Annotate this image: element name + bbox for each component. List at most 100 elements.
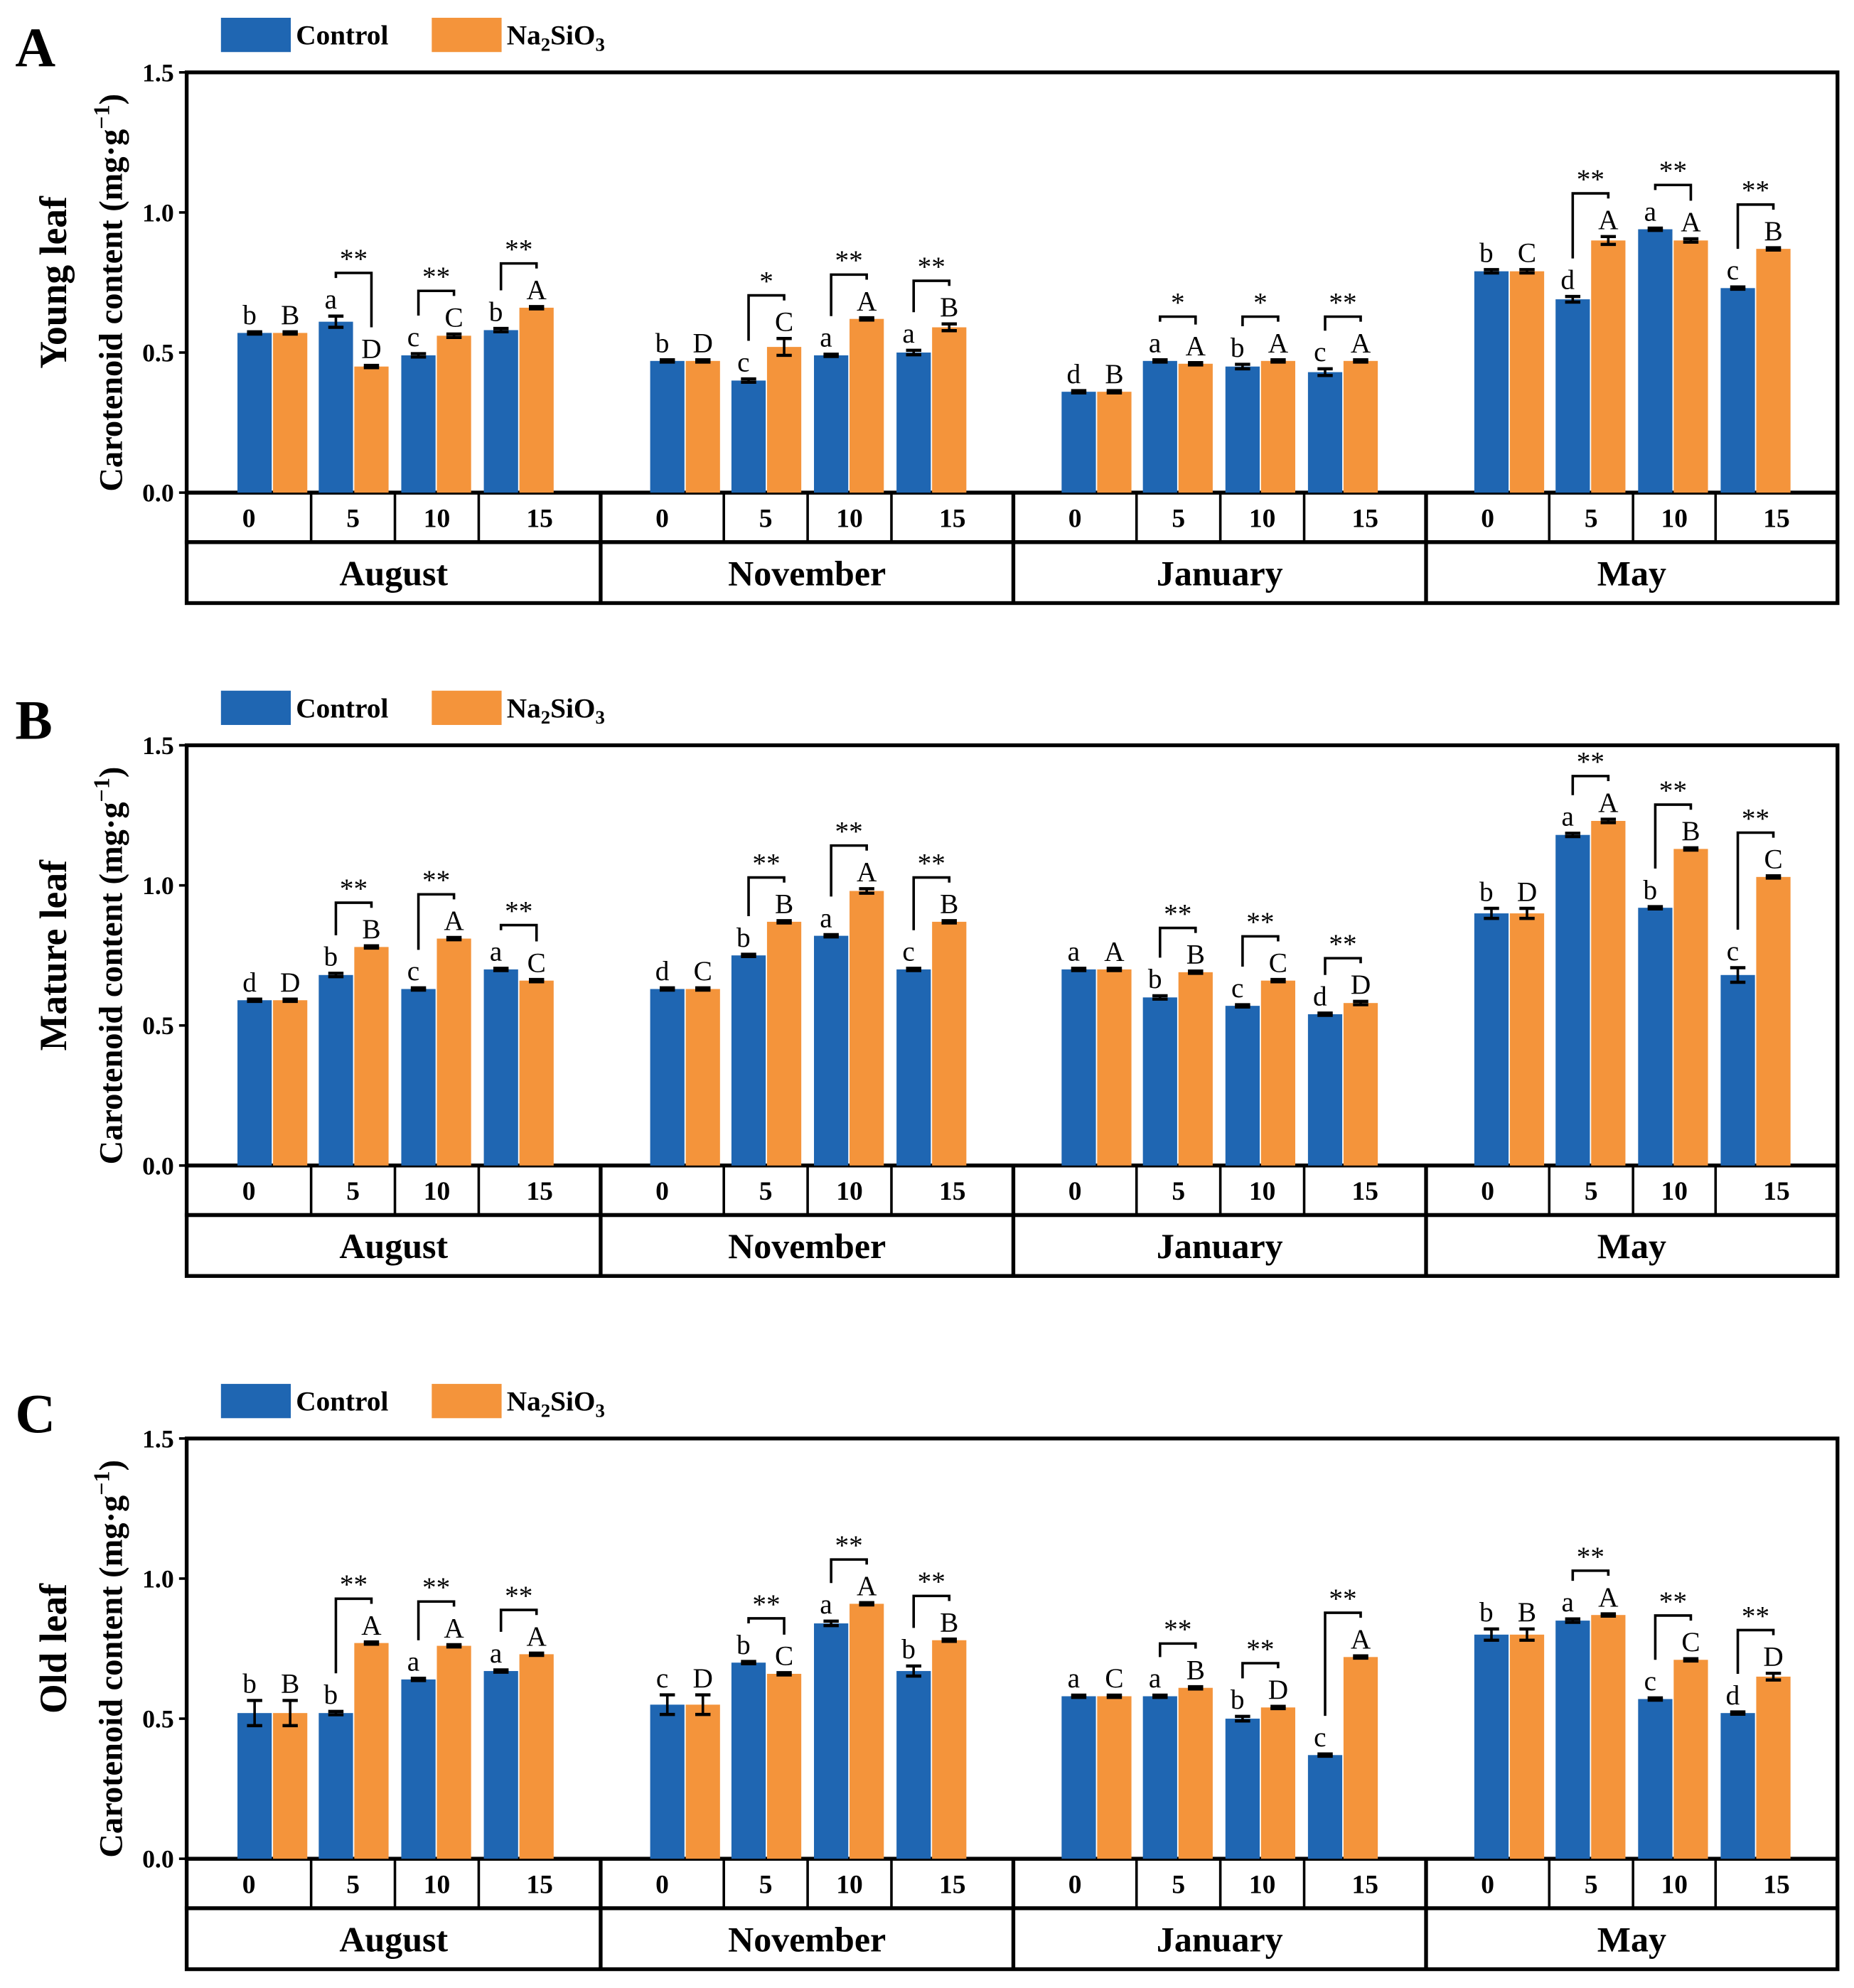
panel-A: A Control Na2SiO3 Young leaf Carotenoid cont… bbox=[15, 16, 1840, 606]
letter-control: c bbox=[407, 322, 419, 353]
letter-control: c bbox=[1727, 936, 1739, 967]
letter-control: d bbox=[1560, 264, 1575, 295]
significance-marker: ** bbox=[1164, 1614, 1191, 1645]
letter-na2sio3: B bbox=[775, 889, 793, 920]
bar-control bbox=[318, 1713, 353, 1859]
bar-control bbox=[483, 1671, 518, 1859]
letter-control: d bbox=[1726, 1680, 1740, 1711]
legend-label-na2sio3: Na2SiO3 bbox=[507, 1387, 605, 1422]
bar-na2sio3 bbox=[932, 921, 967, 1166]
letter-na2sio3: D bbox=[280, 967, 300, 998]
treatment-label: 5 bbox=[1585, 504, 1598, 533]
legend-label-control: Control bbox=[296, 1387, 388, 1417]
significance-bracket bbox=[1241, 315, 1280, 326]
letter-control: b bbox=[655, 328, 670, 359]
letter-control: b bbox=[1479, 238, 1494, 269]
significance-marker: ** bbox=[918, 1567, 945, 1597]
letter-control: a bbox=[820, 323, 832, 353]
month-label: November bbox=[728, 553, 886, 593]
legend: Control Na2SiO3 bbox=[220, 690, 605, 728]
treatment-label: 5 bbox=[759, 1177, 773, 1206]
letter-control: a bbox=[820, 1589, 832, 1620]
letter-na2sio3: A bbox=[444, 906, 464, 936]
month-label: August bbox=[339, 553, 448, 593]
treatment-label: 0 bbox=[1481, 1177, 1494, 1206]
treatment-label: 15 bbox=[1763, 1177, 1789, 1206]
treatment-label: 15 bbox=[1352, 504, 1378, 533]
bar-control bbox=[1307, 372, 1343, 493]
treatment-label: 0 bbox=[655, 504, 669, 533]
significance-marker: ** bbox=[340, 244, 368, 274]
significance-bracket bbox=[1159, 926, 1197, 958]
letter-control: c bbox=[1231, 973, 1243, 1004]
significance-bracket bbox=[912, 279, 951, 313]
bar-na2sio3 bbox=[436, 1645, 471, 1859]
letter-na2sio3: C bbox=[1269, 947, 1287, 978]
bar-control bbox=[1225, 366, 1260, 493]
letter-control: a bbox=[902, 318, 914, 349]
legend-swatch-control bbox=[220, 18, 291, 53]
significance-marker: ** bbox=[918, 252, 945, 282]
significance-marker: ** bbox=[1577, 164, 1604, 195]
bar-control bbox=[1555, 299, 1590, 493]
y-tick-label: 1.0 bbox=[142, 1564, 174, 1593]
bar-na2sio3 bbox=[685, 989, 720, 1166]
significance-bracket bbox=[1241, 1662, 1280, 1679]
bar-na2sio3 bbox=[1343, 1003, 1378, 1166]
treatment-label: 15 bbox=[939, 1177, 966, 1206]
letter-control: c bbox=[1727, 255, 1739, 286]
significance-bracket bbox=[1654, 183, 1693, 201]
treatment-label: 10 bbox=[1249, 1870, 1276, 1899]
letter-control: c bbox=[1644, 1666, 1656, 1697]
significance-marker: ** bbox=[1742, 176, 1769, 206]
significance-marker: ** bbox=[1164, 898, 1191, 929]
bar-na2sio3 bbox=[273, 1000, 308, 1166]
letter-control: a bbox=[1644, 196, 1656, 227]
letter-na2sio3: B bbox=[1681, 816, 1700, 847]
significance-bracket bbox=[912, 876, 951, 930]
bar-control bbox=[731, 1662, 766, 1859]
legend-label-control: Control bbox=[296, 21, 388, 51]
treatment-label: 5 bbox=[1585, 1870, 1598, 1899]
bar-control bbox=[1061, 392, 1096, 493]
legend-label-na2sio3: Na2SiO3 bbox=[507, 21, 605, 55]
significance-bracket bbox=[499, 923, 538, 942]
bar-na2sio3 bbox=[1343, 360, 1378, 493]
significance-bracket bbox=[1736, 1628, 1775, 1675]
bar-control bbox=[814, 935, 849, 1166]
letter-na2sio3: A bbox=[527, 275, 547, 306]
letter-na2sio3: A bbox=[1351, 1624, 1371, 1655]
y-tick-label: 0.5 bbox=[142, 1011, 174, 1040]
bar-control bbox=[1142, 1696, 1177, 1859]
letter-na2sio3: A bbox=[857, 1571, 877, 1601]
bar-control bbox=[814, 355, 849, 493]
bar-na2sio3 bbox=[1260, 1707, 1296, 1859]
significance-marker: ** bbox=[1742, 803, 1769, 834]
treatment-label: 5 bbox=[1172, 504, 1185, 533]
significance-bracket bbox=[747, 1617, 786, 1635]
significance-marker: ** bbox=[340, 1569, 368, 1600]
treatment-label: 10 bbox=[1249, 1177, 1276, 1206]
significance-bracket bbox=[1324, 315, 1362, 331]
significance-bracket bbox=[912, 1594, 951, 1628]
letter-control: b bbox=[736, 1630, 751, 1660]
letter-na2sio3: C bbox=[1518, 238, 1536, 269]
letter-control: b bbox=[1231, 333, 1245, 363]
treatment-label: 5 bbox=[346, 1870, 360, 1899]
bar-control bbox=[814, 1623, 849, 1859]
letter-na2sio3: A bbox=[1268, 328, 1289, 359]
letter-na2sio3: C bbox=[694, 956, 712, 987]
treatment-label: 10 bbox=[1661, 1177, 1688, 1206]
letter-control: b bbox=[736, 923, 751, 953]
treatment-label: 10 bbox=[836, 504, 863, 533]
legend: Control Na2SiO3 bbox=[220, 18, 605, 55]
bar-na2sio3 bbox=[436, 938, 471, 1166]
bar-control bbox=[650, 360, 685, 493]
bar-control bbox=[731, 955, 766, 1166]
treatment-label: 10 bbox=[836, 1870, 863, 1899]
bar-control bbox=[1474, 271, 1509, 493]
treatment-label: 10 bbox=[424, 504, 451, 533]
treatment-label: 0 bbox=[655, 1177, 669, 1206]
significance-bracket bbox=[1654, 1614, 1693, 1660]
panel-B: B Control Na2SiO3 Mature leaf Carotenoid con… bbox=[15, 689, 1840, 1278]
